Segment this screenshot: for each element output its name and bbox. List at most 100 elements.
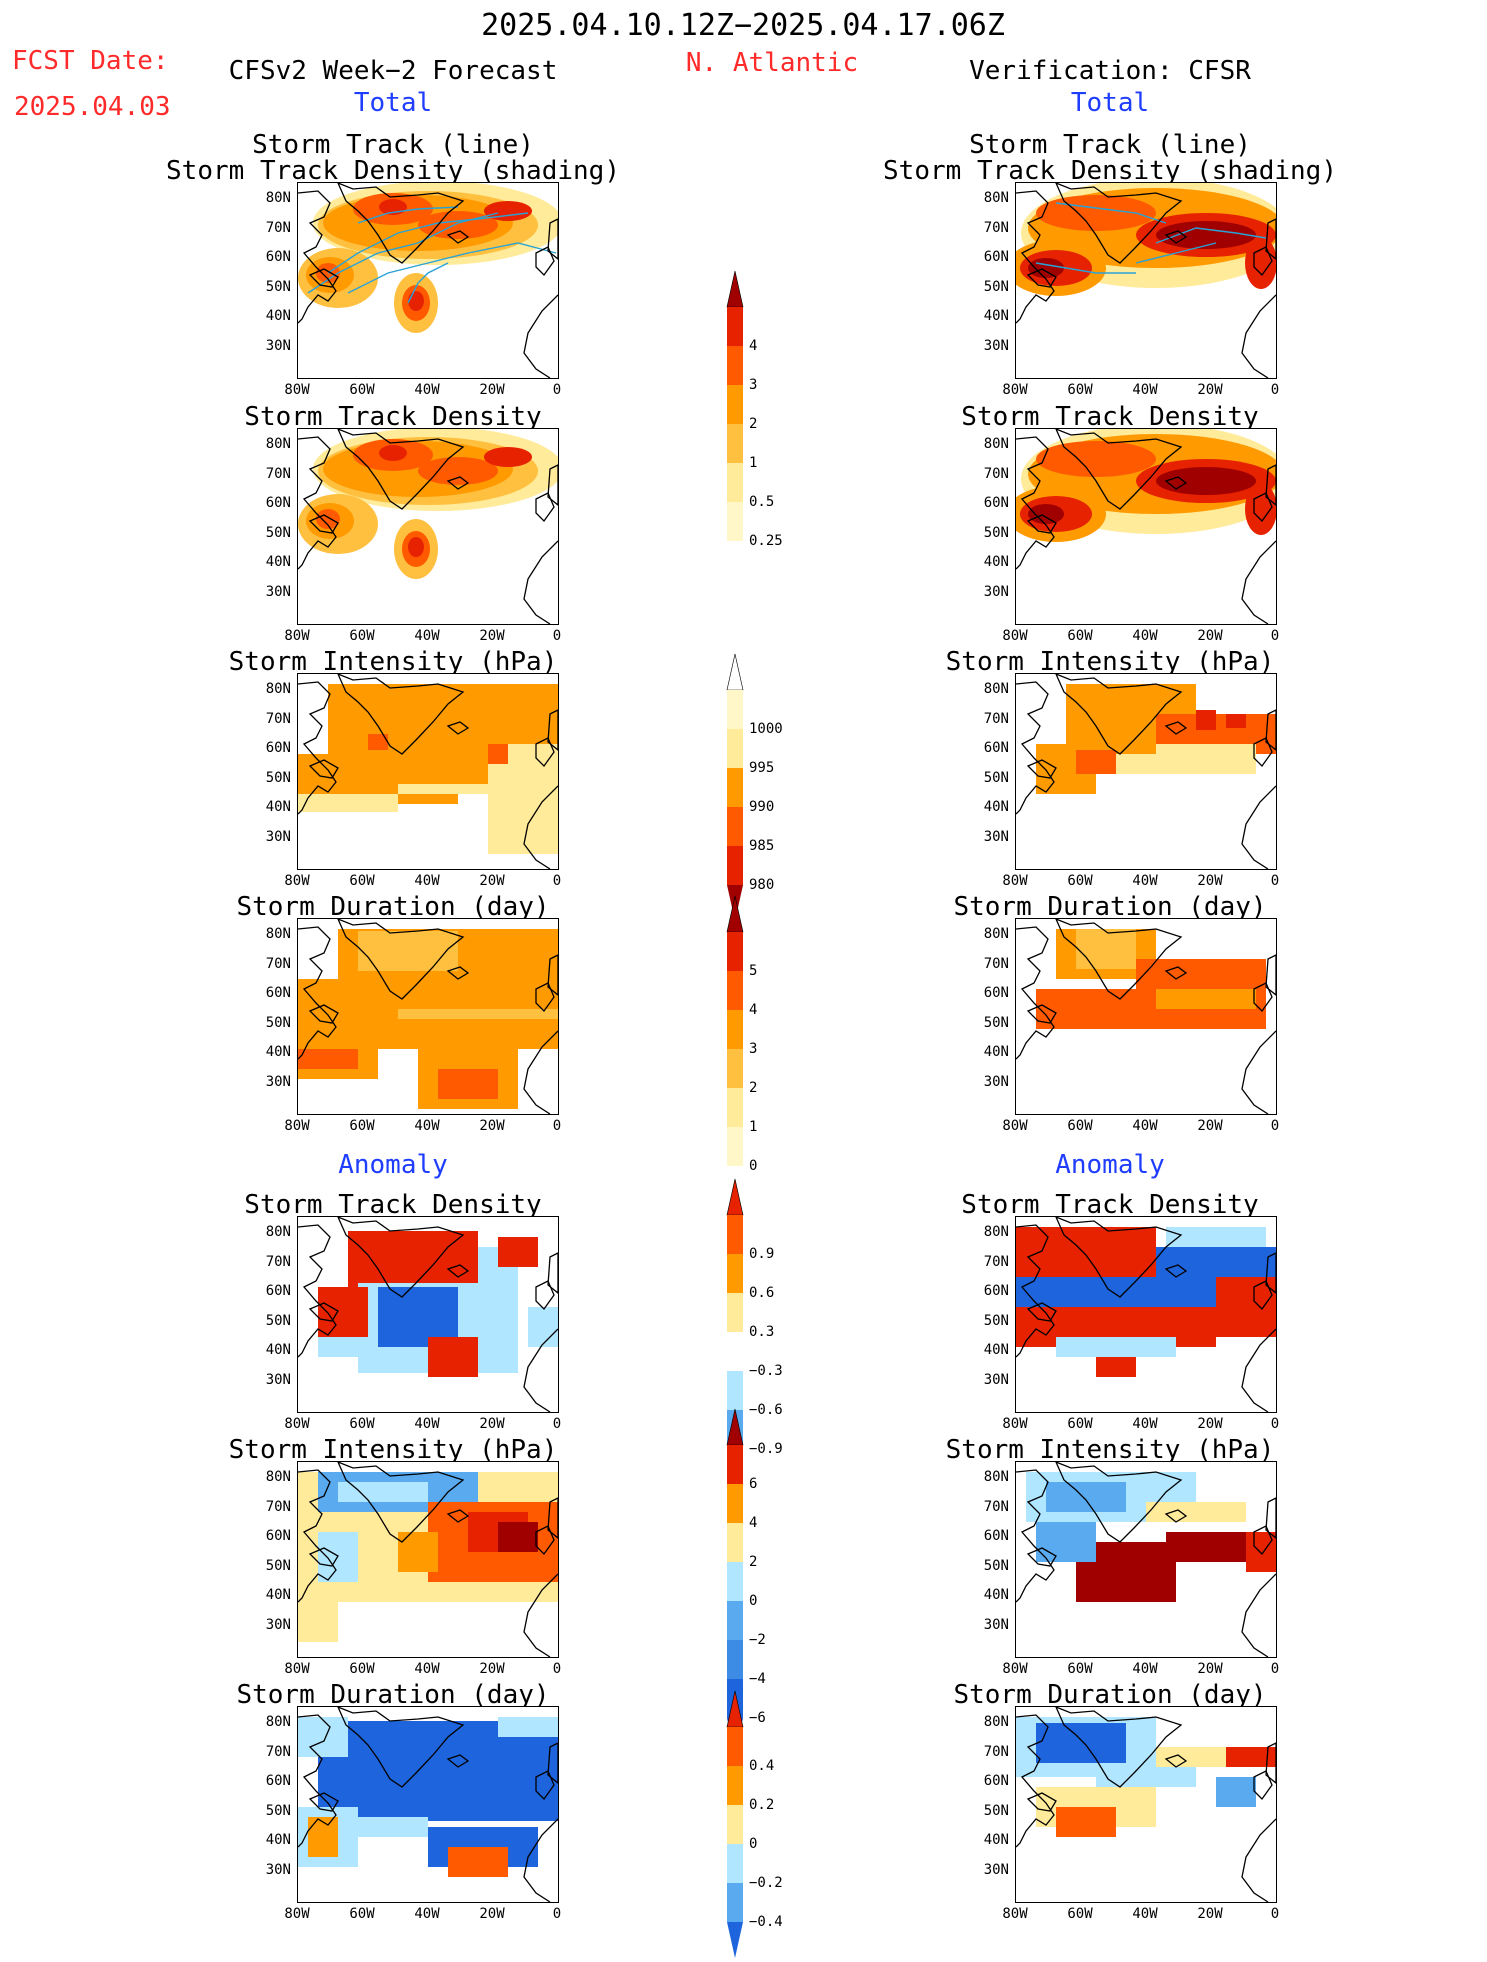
colorbar-label: 2 xyxy=(749,1554,758,1570)
lon-label: 20W xyxy=(1197,382,1223,398)
colorbar-label: 3 xyxy=(749,1041,758,1057)
colorbar-label: 0 xyxy=(749,1158,758,1174)
colorbar-label: 4 xyxy=(749,338,758,354)
lat-label: 70N xyxy=(983,219,1009,236)
lat-label: 60N xyxy=(983,740,1009,756)
title-duration-anom-left: Storm Duration (day) xyxy=(236,1680,550,1710)
lat-label: 50N xyxy=(265,769,291,786)
colorbar-segment xyxy=(727,729,743,768)
colorbar-segment xyxy=(727,1088,743,1127)
map-density-verification xyxy=(1015,428,1277,625)
lat-label: 50N xyxy=(983,1014,1009,1031)
lat-label: 30N xyxy=(265,1371,291,1388)
lat-label: 30N xyxy=(983,1616,1009,1633)
lon-label: 0 xyxy=(1270,1661,1280,1677)
lat-label: 80N xyxy=(983,926,1009,942)
map-intensity-anom-forecast xyxy=(297,1461,559,1658)
lon-label: 60W xyxy=(1067,1906,1093,1922)
map-duration-anom-forecast xyxy=(297,1706,559,1903)
lon-label: 40W xyxy=(1132,873,1158,889)
title-track-shading-right: Storm Track Density (shading) xyxy=(883,156,1337,186)
lat-label: 70N xyxy=(983,1743,1009,1760)
lat-label: 40N xyxy=(983,1342,1009,1358)
section-anomaly-right: Anomaly xyxy=(1055,1150,1165,1180)
colorbar-segment xyxy=(727,1601,743,1640)
map-density-anom-forecast xyxy=(297,1216,559,1413)
lon-label: 20W xyxy=(1197,1416,1223,1432)
map-intensity-verification xyxy=(1015,673,1277,870)
title-intensity-right: Storm Intensity (hPa) xyxy=(945,647,1275,677)
colorbar-label: 0.3 xyxy=(749,1324,775,1340)
lon-label: 80W xyxy=(1002,1416,1028,1432)
colorbar-segment xyxy=(727,1215,743,1254)
lon-label: 0 xyxy=(552,1906,562,1922)
lat-label: 70N xyxy=(983,1498,1009,1515)
lon-label: 0 xyxy=(1270,382,1280,398)
map-shading xyxy=(1016,919,1276,1114)
title-duration-right: Storm Duration (day) xyxy=(953,892,1267,922)
lat-label: 40N xyxy=(983,1832,1009,1848)
lat-label: 40N xyxy=(983,308,1009,324)
lon-label: 0 xyxy=(552,1118,562,1134)
lat-label: 50N xyxy=(983,1802,1009,1819)
lat-label: 40N xyxy=(265,1832,291,1848)
colorbar-label: 1000 xyxy=(749,721,783,737)
lat-label: 30N xyxy=(265,828,291,845)
lat-label: 80N xyxy=(983,1714,1009,1730)
lat-label: 50N xyxy=(983,1312,1009,1329)
title-intensity-anom-right: Storm Intensity (hPa) xyxy=(945,1435,1275,1465)
lat-label: 60N xyxy=(265,985,291,1001)
lon-label: 0 xyxy=(552,1661,562,1677)
lat-label: 80N xyxy=(983,190,1009,206)
lat-label: 60N xyxy=(983,495,1009,511)
lon-label: 40W xyxy=(414,1416,440,1432)
lon-label: 0 xyxy=(552,628,562,644)
lat-label: 50N xyxy=(983,278,1009,295)
lon-label: 40W xyxy=(1132,1118,1158,1134)
lon-label: 80W xyxy=(284,1118,310,1134)
map-track-verification xyxy=(1015,182,1277,379)
colorbar-segment xyxy=(727,1484,743,1523)
colorbar-segment xyxy=(727,932,743,971)
colorbar-label: −0.9 xyxy=(749,1441,783,1457)
colorbar-segment xyxy=(727,346,743,385)
lon-label: 20W xyxy=(479,628,505,644)
verification-title: Verification: CFSR xyxy=(969,56,1251,86)
lon-label: 20W xyxy=(479,873,505,889)
lat-label: 70N xyxy=(983,465,1009,482)
colorbar-density-total xyxy=(726,270,744,577)
lat-label: 60N xyxy=(983,1528,1009,1544)
fcst-date-value: 2025.04.03 xyxy=(14,92,171,122)
lat-label: 80N xyxy=(265,1714,291,1730)
colorbar-label: 2 xyxy=(749,1080,758,1096)
lon-label: 60W xyxy=(349,1416,375,1432)
colorbar-segment xyxy=(727,1049,743,1088)
lat-label: 50N xyxy=(265,524,291,541)
colorbar-label: 1 xyxy=(749,1119,758,1135)
map-duration-verification xyxy=(1015,918,1277,1115)
lat-label: 50N xyxy=(265,278,291,295)
lat-label: 70N xyxy=(983,1253,1009,1270)
lon-label: 20W xyxy=(1197,1906,1223,1922)
lon-label: 80W xyxy=(284,382,310,398)
lat-label: 60N xyxy=(265,1283,291,1299)
lat-label: 60N xyxy=(265,1528,291,1544)
lon-label: 20W xyxy=(479,382,505,398)
colorbar-label: 0.4 xyxy=(749,1758,775,1774)
lat-label: 50N xyxy=(983,1557,1009,1574)
map-density-anom-verification xyxy=(1015,1216,1277,1413)
lon-label: 80W xyxy=(284,1906,310,1922)
lat-label: 30N xyxy=(265,1616,291,1633)
colorbar-segment xyxy=(727,1445,743,1484)
lon-label: 40W xyxy=(1132,1661,1158,1677)
lon-label: 60W xyxy=(349,1118,375,1134)
lat-label: 40N xyxy=(265,554,291,570)
colorbar-label: −0.3 xyxy=(749,1363,783,1379)
lat-label: 30N xyxy=(983,1073,1009,1090)
lat-label: 80N xyxy=(265,926,291,942)
lat-label: 50N xyxy=(265,1014,291,1031)
colorbar-label: 985 xyxy=(749,838,775,854)
title-density-anom-right: Storm Track Density xyxy=(961,1190,1259,1220)
title-density-right: Storm Track Density xyxy=(961,402,1259,432)
colorbar-label: 995 xyxy=(749,760,775,776)
